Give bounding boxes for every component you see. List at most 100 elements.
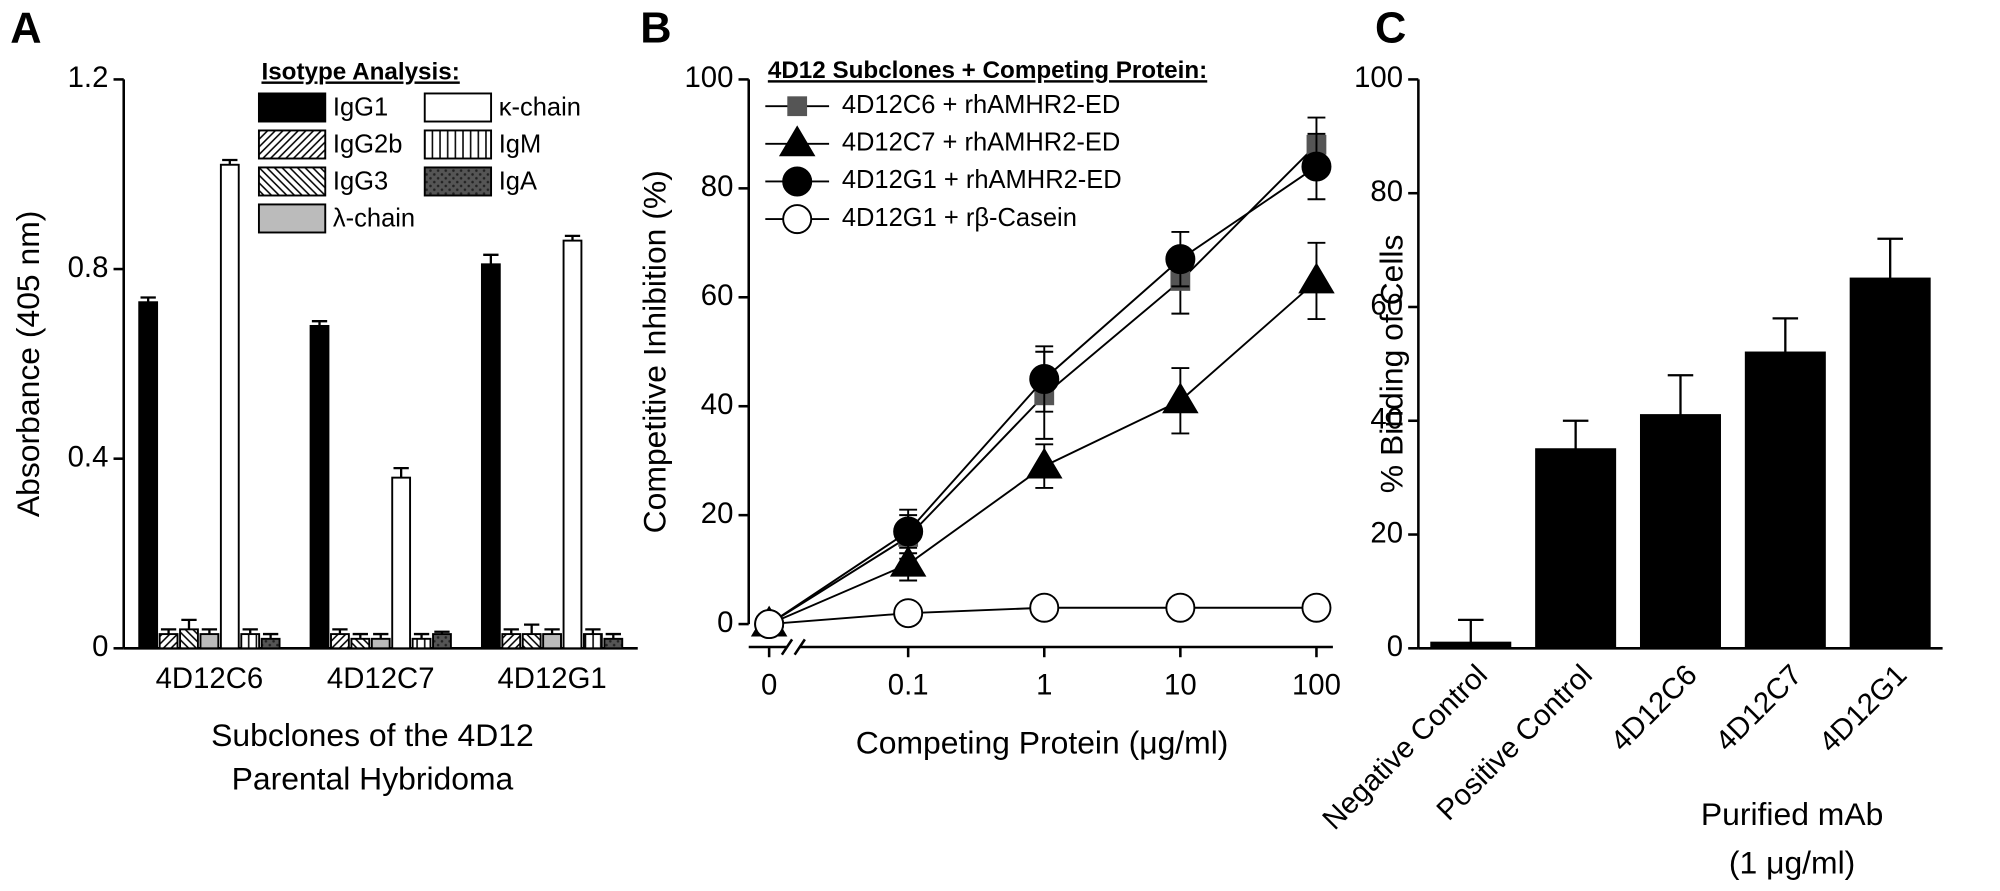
error-bar [160,628,177,635]
marker [893,516,924,547]
bar [1535,448,1617,650]
bar [480,263,501,650]
legend-label: 4D12G1 + rhAMHR2-ED [842,166,1122,194]
x-tick-label: 4D12C7 [327,662,435,695]
error-bar [1667,374,1694,416]
error-bar [352,632,368,639]
bar [521,633,542,650]
bar [309,324,330,650]
error-bar [393,467,409,478]
error-bar [201,628,218,635]
y-axis-label: % Binding of Cells [1374,235,1410,494]
marker [889,545,927,577]
legend-label: IgG3 [333,167,388,195]
bar [179,628,199,650]
y-tick-label: 60 [1370,289,1403,322]
y-tick-label: 0.8 [68,251,109,284]
bar [1639,414,1721,650]
bar [501,633,522,650]
error-bar [434,630,450,635]
error-bar [222,158,238,165]
legend-swatch [423,92,493,123]
error-bar [311,320,328,326]
x-tick-label: 10 [1164,668,1197,701]
y-tick-label: 0.4 [68,440,109,473]
y-axis-label: Absorbance (405 nm) [10,211,46,518]
bar [1744,351,1826,650]
error-bar [1458,618,1484,643]
y-tick-label: 20 [1370,516,1403,549]
x-axis-label: (1 μg/ml) [1729,845,1855,881]
x-tick-label: 0 [761,668,777,701]
marker [1301,592,1332,623]
error-bar [585,628,601,635]
bar [432,633,452,650]
bar [411,637,432,650]
error-bar [1562,419,1589,450]
y-tick-label: 60 [701,279,734,312]
marker [1029,363,1060,394]
bar [330,633,350,650]
marker [1301,151,1332,182]
y-axis-label: Competitive Inhibition (%) [636,170,672,533]
bar [158,633,179,650]
bar [562,239,583,650]
x-axis-label: Parental Hybridoma [232,760,514,796]
bar [370,637,391,650]
legend-label: IgA [499,167,537,195]
marker [1029,592,1060,623]
x-tick-label: 4D12G1 [1813,658,1914,759]
legend-swatch [423,129,493,160]
legend-swatch [257,129,327,160]
y-tick-label: 80 [1370,175,1403,208]
error-bar [181,618,197,630]
y-tick-label: 0 [92,630,108,663]
bar [391,476,412,650]
legend-swatch [257,203,327,234]
bar [542,633,562,650]
legend-label: κ-chain [499,93,581,121]
legend-label: IgG1 [333,93,388,121]
error-bar [1772,317,1799,353]
x-tick-label: 1 [1036,668,1052,701]
y-tick-label: 100 [1354,61,1403,94]
x-tick-label: 4D12C7 [1709,658,1808,757]
y-tick-label: 0 [717,606,733,639]
legend-label: 4D12C6 + rhAMHR2-ED [842,91,1120,119]
y-tick-label: 1.2 [68,61,109,94]
legend-marker [782,204,813,235]
marker [1165,244,1196,275]
bar [603,637,624,650]
bar [260,637,281,650]
error-bar [503,628,519,635]
y-tick-label: 40 [701,388,734,421]
marker [1162,382,1199,414]
error-bar [332,628,348,635]
panel-label: B [640,4,671,52]
bar [583,633,603,650]
panel-label: A [10,4,41,52]
error-bar [544,628,560,635]
marker [754,609,785,640]
legend-marker [787,96,808,117]
bar [199,633,220,650]
y-tick-label: 100 [684,61,733,94]
x-tick-label: 0.1 [888,668,929,701]
bar [350,637,371,650]
error-bar [564,234,581,241]
legend-swatch [257,166,327,197]
axis-break [780,638,794,656]
error-bar [373,632,389,639]
x-tick-label: 4D12C6 [156,662,264,695]
marker [1165,592,1196,623]
y-tick-label: 20 [701,497,734,530]
marker [1026,447,1063,479]
legend-label: IgM [499,130,542,158]
marker [893,598,924,629]
legend-marker [778,125,816,157]
x-axis-label: Competing Protein (μg/ml) [856,725,1229,761]
bar [240,633,261,650]
legend-label: λ-chain [333,204,415,232]
error-bar [1877,237,1903,279]
bar [138,301,159,650]
